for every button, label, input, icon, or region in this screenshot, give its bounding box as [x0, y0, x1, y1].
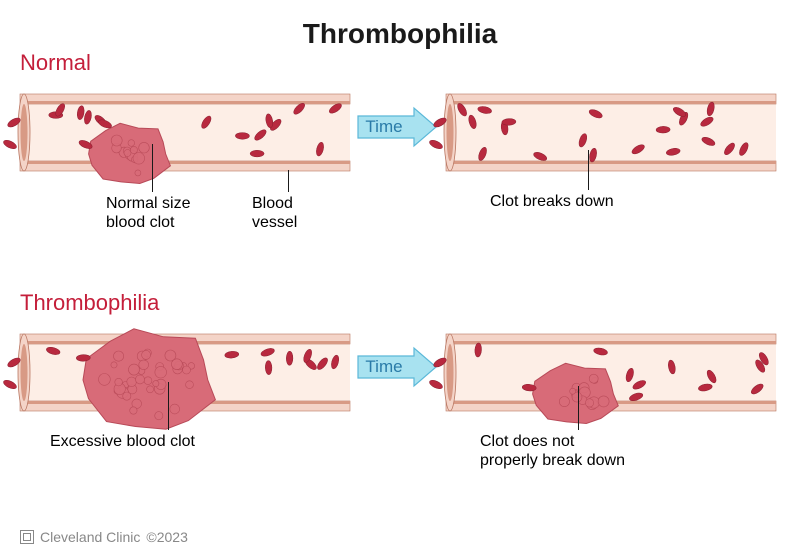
time-arrow: Time	[356, 106, 438, 148]
blood-vessel	[446, 320, 776, 425]
footer-org: Cleveland Clinic	[40, 529, 140, 545]
callout-label: Clot breaks down	[490, 192, 690, 211]
footer: Cleveland Clinic ©2023	[20, 529, 188, 545]
red-blood-cell	[235, 132, 249, 139]
blood-vessel	[20, 320, 350, 425]
panel-before	[20, 80, 350, 185]
callout-label: Normal sizeblood clot	[106, 194, 246, 232]
panel-after	[446, 80, 776, 185]
callout-tick	[168, 382, 169, 430]
time-arrow: Time	[356, 346, 438, 388]
arrow-label: Time	[365, 117, 402, 136]
callout-tick	[588, 150, 589, 190]
row-thrombophilia: Thrombophilia Time Excessive blood clot Clo…	[0, 290, 800, 520]
blood-vessel	[446, 80, 776, 185]
cleveland-clinic-icon	[20, 530, 34, 544]
callout-tick	[152, 144, 153, 192]
callout-label: Bloodvessel	[252, 194, 332, 232]
panel-after	[446, 320, 776, 425]
blood-vessel	[20, 80, 350, 185]
callout-tick	[288, 170, 289, 192]
callout-label: Excessive blood clot	[50, 432, 270, 451]
page-title: Thrombophilia	[0, 0, 800, 50]
row-label-normal: Normal	[20, 50, 91, 76]
panel-before	[20, 320, 350, 425]
row-label-thrombophilia: Thrombophilia	[20, 290, 159, 316]
red-blood-cell	[250, 150, 264, 157]
callout-tick	[578, 386, 579, 430]
footer-copyright: ©2023	[146, 529, 187, 545]
red-blood-cell	[286, 351, 293, 365]
arrow-label: Time	[365, 357, 402, 376]
callout-label: Clot does notproperly break down	[480, 432, 700, 470]
row-normal: Normal Time Normal sizeblood clotBloodvess…	[0, 50, 800, 280]
